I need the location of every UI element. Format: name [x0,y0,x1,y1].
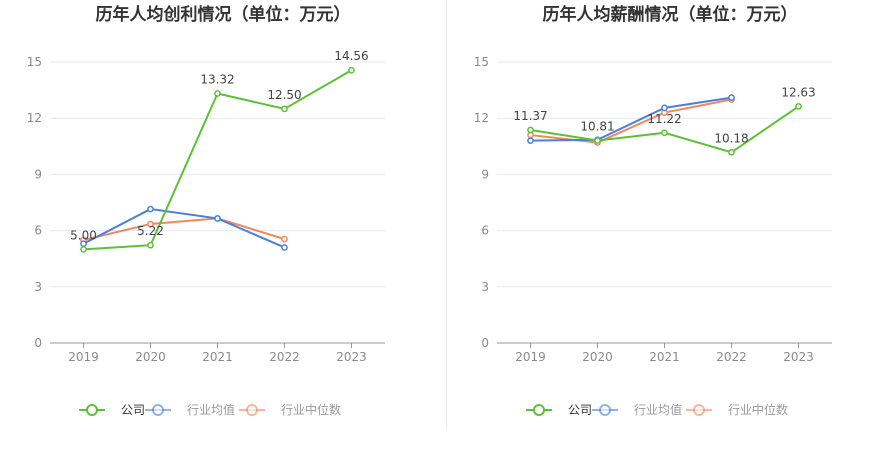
chart-per-capita-salary: 历年人均薪酬情况（单位：万元） 0 3 6 9 12 15 2019 2020 2021 2022 2… [474,4,832,417]
data-label: 11.37 [513,109,547,123]
series-0 [527,103,802,156]
x-tick-label: 2023 [336,350,367,364]
legend-item-2: 行业中位数 [239,402,341,417]
legend-item-1: 行业均值 [592,402,682,417]
series-line [83,217,285,241]
data-point [214,90,221,97]
data-point [281,244,288,251]
legend-label: 行业均值 [187,402,235,417]
data-label: 12.63 [781,85,815,99]
y-tick-label: 6 [481,224,489,238]
data-point [147,205,154,213]
data-point [214,215,221,222]
y-tick-label: 12 [474,111,489,125]
chart-title: 历年人均薪酬情况（单位：万元） [543,4,798,25]
data-label: 14.56 [334,49,368,63]
chart-panel-right: 历年人均薪酬情况（单位：万元） 0 3 6 9 12 15 2019 2020 2021 2022 2… [447,0,893,458]
x-tick-label: 2020 [582,350,613,364]
data-label: 12.50 [267,88,301,102]
data-point [728,94,735,101]
y-tick-label: 3 [34,280,42,294]
legend-label: 行业中位数 [281,402,341,417]
legend-item-0: 公司 [79,403,145,417]
data-point [80,245,87,253]
data-point [281,235,288,243]
series-line [530,96,732,142]
x-tick-label: 2022 [269,350,300,364]
series-1 [80,205,288,251]
y-tick-label: 15 [27,55,42,69]
data-point [795,103,802,110]
series-2 [527,96,735,146]
x-tick-label: 2021 [649,350,680,364]
legend-item-0: 公司 [526,403,592,417]
x-tick-label: 2019 [515,350,546,364]
series-line [83,208,285,249]
x-tick-label: 2019 [68,350,99,364]
data-point [147,220,154,228]
legend-label: 公司 [568,403,592,417]
legend-item-2: 行业中位数 [686,402,788,417]
data-point [728,148,735,156]
data-point [348,66,355,74]
legend-marker [86,404,98,416]
data-label: 13.32 [200,72,234,86]
data-point [527,126,534,134]
legend-label: 公司 [121,403,145,417]
data-point [661,104,668,112]
y-tick-label: 12 [27,111,42,125]
y-tick-label: 6 [34,224,42,238]
panel-divider [446,0,447,430]
data-point [594,137,601,144]
series-0 [80,66,355,253]
y-tick-label: 0 [481,336,489,350]
legend-marker [152,404,164,416]
y-tick-label: 9 [34,167,42,181]
data-point [147,241,154,249]
legend-label: 行业中位数 [728,402,788,417]
chart-title: 历年人均创利情况（单位：万元） [96,4,351,25]
data-label: 5.22 [137,224,164,238]
x-tick-label: 2023 [783,350,814,364]
data-point [281,105,288,113]
legend-item-1: 行业均值 [145,402,235,417]
data-label: 10.81 [580,119,614,133]
data-point [527,137,534,145]
chart-per-capita-profit: 历年人均创利情况（单位：万元） 0 3 6 9 12 15 2019 2020 2021 2022 2… [27,4,385,417]
data-label: 11.22 [647,112,681,126]
data-point [661,129,668,137]
y-tick-label: 0 [34,336,42,350]
data-label: 5.00 [70,228,97,242]
x-tick-label: 2021 [202,350,233,364]
legend-marker [599,404,611,416]
chart-panel-left: 历年人均创利情况（单位：万元） 0 3 6 9 12 15 2019 2020 2021 2022 2… [0,0,446,458]
y-tick-label: 9 [481,167,489,181]
legend-marker [246,404,258,416]
y-tick-label: 15 [474,55,489,69]
legend-marker [693,404,705,416]
y-tick-label: 3 [481,280,489,294]
legend-label: 行业均值 [634,402,682,417]
series-line [530,98,732,144]
legend-marker [533,404,545,416]
data-label: 10.18 [714,131,748,145]
x-tick-label: 2022 [716,350,747,364]
x-tick-label: 2020 [135,350,166,364]
